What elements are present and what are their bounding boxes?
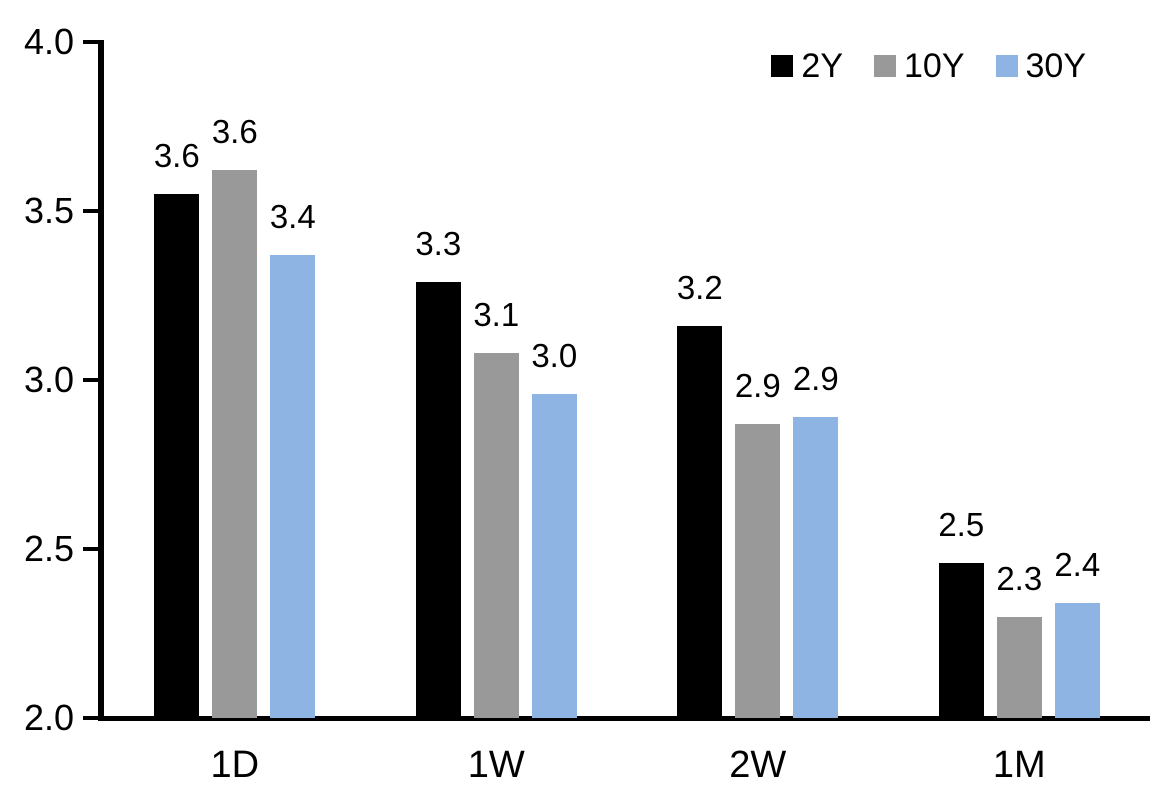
legend-swatch-icon — [874, 55, 896, 77]
bar-30y-2w — [793, 417, 839, 718]
bar-value-label: 3.3 — [415, 225, 462, 262]
bar-30y-1d — [270, 255, 316, 718]
legend-item-2y: 2Y — [771, 48, 843, 84]
x-axis-label-1w: 1W — [467, 744, 525, 786]
bar-value-label: 2.3 — [996, 560, 1043, 597]
y-axis-tick-label: 3.0 — [23, 359, 74, 400]
legend-swatch-icon — [995, 55, 1018, 77]
bar-value-label: 3.4 — [269, 198, 316, 235]
y-axis-tick — [83, 209, 98, 213]
x-axis-line — [98, 716, 1150, 721]
legend: 2Y 10Y 30Y — [771, 48, 1086, 84]
y-axis-tick-label: 2.0 — [23, 697, 74, 738]
y-axis-tick-label: 4.0 — [23, 21, 74, 62]
y-axis-tick — [83, 716, 98, 720]
y-axis-line — [98, 40, 104, 721]
legend-label: 2Y — [801, 47, 843, 85]
y-axis-tick-label: 2.5 — [23, 528, 74, 569]
y-axis-tick — [83, 547, 98, 551]
bar-value-label: 3.0 — [531, 337, 578, 374]
legend-swatch-icon — [771, 55, 794, 77]
x-axis-label-1m: 1M — [992, 744, 1046, 786]
bar-value-label: 3.6 — [211, 113, 258, 150]
bar-2y-1d — [154, 194, 200, 718]
x-axis-label-1d: 1D — [210, 744, 260, 786]
bar-2y-2w — [677, 326, 723, 718]
bar-value-label: 2.9 — [792, 360, 839, 397]
bar-value-label: 3.2 — [676, 269, 723, 306]
bar-10y-1w — [473, 353, 519, 718]
bar-30y-1w — [531, 394, 577, 718]
legend-item-10y: 10Y — [874, 48, 965, 84]
y-axis-tick — [83, 378, 98, 382]
x-axis-label-2w: 2W — [729, 744, 787, 786]
y-axis-tick-label: 3.5 — [23, 190, 74, 231]
legend-label: 10Y — [904, 47, 965, 85]
bar-value-label: 3.1 — [473, 296, 520, 333]
bar-value-label: 2.5 — [938, 506, 985, 543]
bar-value-label: 2.9 — [734, 367, 781, 404]
bar-30y-1m — [1054, 603, 1100, 718]
bar-2y-1w — [415, 282, 461, 718]
legend-label: 30Y — [1025, 47, 1087, 85]
bar-value-label: 2.4 — [1054, 546, 1101, 583]
bar-2y-1m — [938, 563, 984, 718]
y-axis-tick — [83, 40, 98, 44]
bar-value-label: 3.6 — [153, 137, 200, 174]
bar-10y-2w — [735, 424, 781, 718]
bar-10y-1d — [212, 170, 258, 718]
bar-10y-1m — [996, 617, 1042, 718]
legend-item-30y: 30Y — [995, 47, 1087, 85]
